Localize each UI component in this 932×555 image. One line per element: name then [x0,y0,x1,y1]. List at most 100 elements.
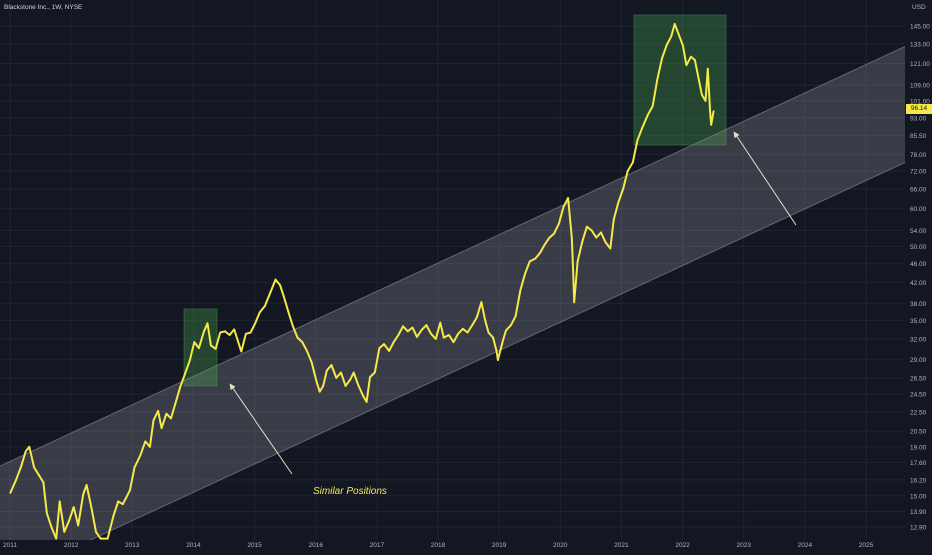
y-tick-label: 93.00 [910,115,927,122]
y-tick-label: 46.00 [910,261,927,268]
price-point [626,170,629,172]
price-series [9,22,715,540]
price-point [447,334,450,336]
price-point [383,343,385,346]
y-tick-label: 38.00 [910,301,927,308]
price-point [296,336,299,339]
price-point [45,512,48,514]
price-point [553,232,556,235]
y-tick-label: 17.60 [910,460,927,467]
price-point [576,260,579,263]
price-point [622,188,625,190]
price-point [562,206,565,208]
price-point [193,341,196,344]
currency-label: USD [912,4,926,11]
x-tick-label: 2025 [859,542,874,549]
price-point [673,22,676,25]
price-point [90,506,93,509]
price-point [378,347,381,350]
price-point [466,331,469,334]
price-point [224,330,226,333]
price-point [388,349,390,352]
y-tick-label: 35.00 [910,318,927,325]
x-tick-label: 2016 [308,542,323,549]
y-tick-label: 145.00 [910,24,930,31]
price-point [165,412,168,415]
price-point [139,454,142,457]
price-point [82,493,85,496]
y-tick-label: 26.50 [910,375,927,382]
price-point [335,377,338,379]
price-line [9,22,715,540]
price-point [406,330,409,333]
price-point [188,359,191,362]
price-point [287,310,290,313]
price-point [28,445,31,448]
price-point [269,290,272,293]
price-point [352,371,355,374]
grid [0,0,905,540]
y-tick-label: 22.50 [910,409,927,416]
price-point [15,478,18,481]
price-point [228,334,231,336]
price-point [609,247,612,250]
price-point [497,359,499,361]
price-point [292,325,294,328]
price-point [264,305,266,307]
price-point [480,301,483,304]
price-point [612,218,615,221]
y-tick-label: 12.90 [910,525,927,532]
price-point [9,492,12,494]
price-point [495,350,498,353]
price-point [694,59,696,61]
y-tick-label: 66.00 [910,186,927,193]
price-point [117,500,120,503]
price-point [249,331,252,334]
price-point [439,321,442,324]
price-point [95,530,97,533]
price-point [310,361,313,364]
arrow-2 [733,131,797,226]
channel-band [0,34,932,555]
x-tick-label: 2022 [675,542,690,549]
price-point [209,344,212,347]
price-point [519,289,522,291]
y-axis: 12.90 13.90 15.00 16.20 17.60 19.00 20.50 22.50… [905,0,932,550]
price-point [179,385,182,388]
x-tick-label: 2014 [186,542,201,549]
price-point [112,515,115,517]
price-point [430,332,432,335]
price-point [484,318,486,321]
price-point [170,417,172,420]
price-point [434,337,437,340]
highlight-box [183,308,218,387]
price-point [604,241,607,244]
price-point [647,113,649,116]
price-point [392,341,395,344]
y-tick-label: 121.00 [910,61,930,68]
price-point [77,524,80,527]
y-tick-label: 42.00 [910,280,927,287]
x-tick-label: 2017 [370,542,385,549]
price-point [214,347,217,350]
price-point [487,331,490,334]
price-point [475,316,478,319]
price-point [471,324,474,327]
y-tick-label: 133.00 [910,41,930,48]
price-point [322,384,325,387]
x-tick-label: 2012 [64,542,79,549]
x-tick-label: 2024 [798,542,813,549]
price-point [690,55,692,58]
price-point [349,378,352,381]
price-point [244,332,247,335]
y-tick-label: 78.00 [910,152,927,159]
price-point [586,225,588,228]
price-point [305,349,308,352]
y-tick-label: 60.00 [910,206,927,213]
price-point [144,440,147,443]
price-point [20,465,23,468]
price-point [712,110,715,112]
price-point [279,284,281,286]
price-point [106,537,109,540]
